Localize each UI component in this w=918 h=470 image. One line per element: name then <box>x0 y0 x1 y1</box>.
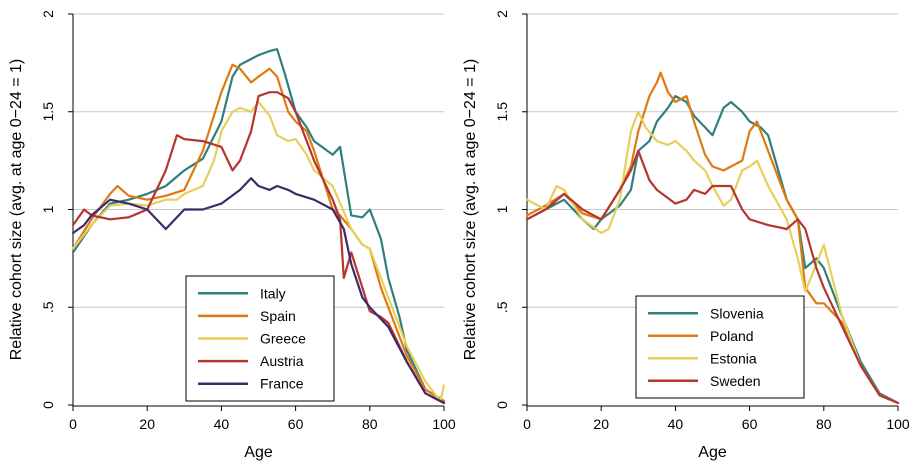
series-line-sweden <box>525 149 900 405</box>
x-tick-label: 100 <box>886 416 910 432</box>
x-tick-label: 80 <box>816 416 832 432</box>
x-axis-title: Age <box>244 444 273 461</box>
legend-label: Slovenia <box>710 305 764 321</box>
y-tick-label: 1 <box>494 205 510 213</box>
x-tick-label: 60 <box>288 416 304 432</box>
y-tick-label: 1.5 <box>40 102 56 122</box>
y-tick-label: .5 <box>494 301 510 313</box>
x-tick-label: 40 <box>668 416 684 432</box>
legend-label: Sweden <box>710 373 761 389</box>
legend: Slovenia Poland Estonia Sweden <box>635 295 805 399</box>
y-tick-label: 0 <box>494 401 510 409</box>
x-tick-label: 20 <box>593 416 609 432</box>
x-tick-label: 0 <box>523 416 531 432</box>
legend-label: France <box>260 376 304 392</box>
y-axis-title: Relative cohort size (avg. at age 0−24 =… <box>462 59 479 361</box>
y-tick-label: 0 <box>40 401 56 409</box>
legend-label: Austria <box>260 353 304 369</box>
legend: Italy Spain Greece Austria France <box>185 275 335 402</box>
x-tick-label: 0 <box>69 416 77 432</box>
legend-label: Estonia <box>710 350 757 366</box>
y-axis-title: Relative cohort size (avg. at age 0−24 =… <box>8 59 25 361</box>
y-tick-label: 2 <box>494 10 510 18</box>
x-tick-label: 100 <box>432 416 456 432</box>
y-tick-label: 2 <box>40 10 56 18</box>
x-tick-label: 20 <box>139 416 155 432</box>
legend-label: Poland <box>710 328 754 344</box>
y-tick-label: 1 <box>40 205 56 213</box>
series-line-france <box>71 177 446 405</box>
y-tick-label: 1.5 <box>494 102 510 122</box>
x-tick-label: 60 <box>742 416 758 432</box>
series-line-estonia <box>525 110 900 405</box>
series-line-spain <box>71 63 446 403</box>
legend-label: Italy <box>260 285 286 301</box>
series-line-italy <box>71 48 446 403</box>
legend-label: Greece <box>260 331 306 347</box>
legend-label: Spain <box>260 308 296 324</box>
x-tick-label: 40 <box>214 416 230 432</box>
y-tick-label: .5 <box>40 301 56 313</box>
x-axis-title: Age <box>698 444 727 461</box>
x-tick-label: 80 <box>362 416 378 432</box>
series-line-greece <box>71 100 446 403</box>
